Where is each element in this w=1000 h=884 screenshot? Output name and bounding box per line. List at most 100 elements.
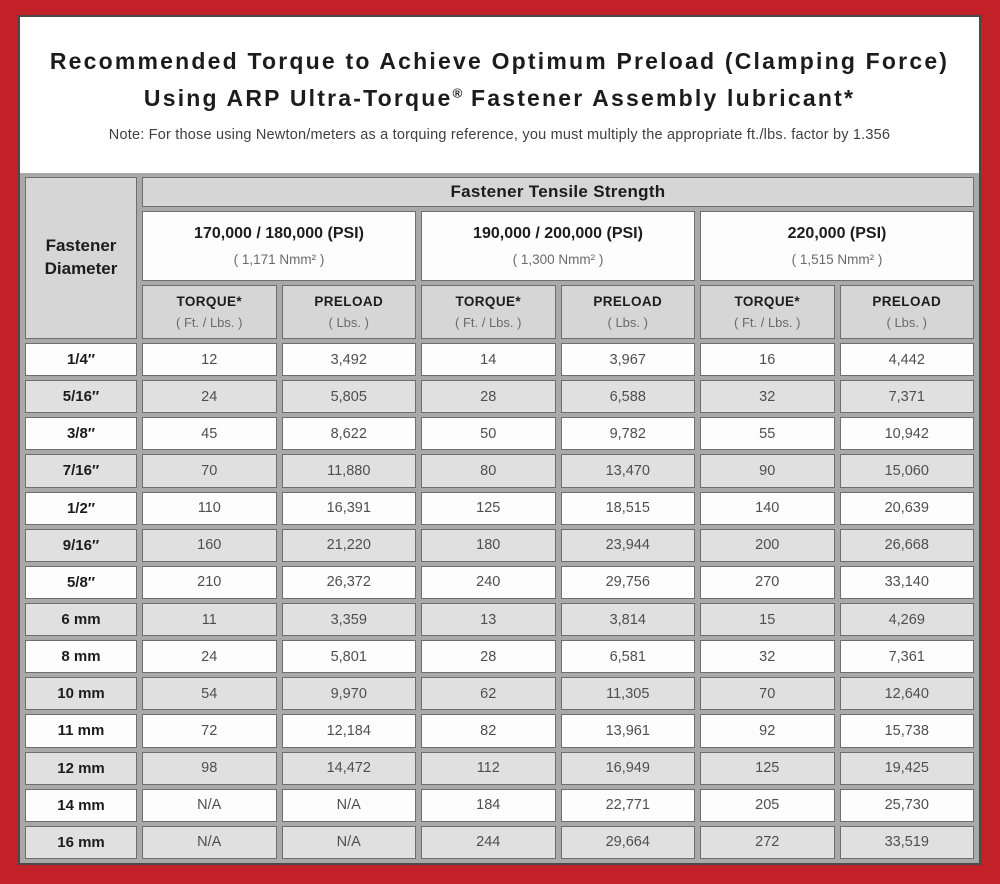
value-cell: 18,515 bbox=[560, 491, 695, 525]
value-cell: 15,738 bbox=[839, 714, 974, 748]
value-cell: 24 bbox=[142, 640, 277, 674]
value-cell: 26,668 bbox=[839, 528, 974, 562]
diameter-cell: 1/2″ bbox=[25, 491, 137, 525]
value-cell: 29,756 bbox=[560, 565, 695, 599]
table-area: Fastener Diameter Fastener Tensile Stren… bbox=[20, 173, 979, 863]
value-cell: 29,664 bbox=[560, 825, 695, 859]
value-cell: 125 bbox=[421, 491, 556, 525]
value-cell: 13 bbox=[421, 602, 556, 637]
psi-rating: 170,000 / 180,000 (PSI) bbox=[194, 225, 364, 242]
fastener-diameter-header: Fastener Diameter bbox=[25, 177, 137, 339]
value-cell: 6,581 bbox=[560, 640, 695, 674]
value-cell: 28 bbox=[421, 640, 556, 674]
table-row: 14 mm N/A N/A 184 22,771 205 25,730 bbox=[25, 788, 974, 822]
value-cell: 50 bbox=[421, 417, 556, 451]
value-cell: 125 bbox=[700, 751, 835, 785]
value-cell: 22,771 bbox=[560, 788, 695, 822]
value-cell: 180 bbox=[421, 528, 556, 562]
value-cell: 10,942 bbox=[839, 417, 974, 451]
psi-rating: 220,000 (PSI) bbox=[787, 225, 887, 242]
table-row: 3/8″ 45 8,622 50 9,782 55 10,942 bbox=[25, 417, 974, 451]
table-row: 9/16″ 160 21,220 180 23,944 200 26,668 bbox=[25, 528, 974, 562]
diameter-cell: 7/16″ bbox=[25, 454, 137, 488]
value-cell: 20,639 bbox=[839, 491, 974, 525]
value-cell: 70 bbox=[700, 677, 835, 711]
value-cell: 70 bbox=[142, 454, 277, 488]
value-cell: 90 bbox=[700, 454, 835, 488]
table-row: 6 mm 11 3,359 13 3,814 15 4,269 bbox=[25, 602, 974, 637]
value-cell: 3,359 bbox=[281, 602, 416, 637]
value-cell: 24 bbox=[142, 380, 277, 414]
value-cell: 62 bbox=[421, 677, 556, 711]
table-row: 1/2″ 110 16,391 125 18,515 140 20,639 bbox=[25, 491, 974, 525]
value-cell: 4,442 bbox=[839, 343, 974, 377]
value-cell: 98 bbox=[142, 751, 277, 785]
value-cell: 140 bbox=[700, 491, 835, 525]
value-cell: 80 bbox=[421, 454, 556, 488]
value-cell: 240 bbox=[421, 565, 556, 599]
value-cell: 33,519 bbox=[839, 825, 974, 859]
title-line1: Recommended Torque to Achieve Optimum Pr… bbox=[49, 48, 950, 74]
diameter-cell: 8 mm bbox=[25, 640, 137, 674]
table-row: 16 mm N/A N/A 244 29,664 272 33,519 bbox=[25, 825, 974, 859]
value-cell: 32 bbox=[700, 380, 835, 414]
value-cell: 12,640 bbox=[839, 677, 974, 711]
value-cell: 110 bbox=[142, 491, 277, 525]
value-cell: 5,801 bbox=[281, 640, 416, 674]
value-cell: 82 bbox=[421, 714, 556, 748]
value-cell: 13,961 bbox=[560, 714, 695, 748]
value-cell: N/A bbox=[281, 788, 416, 822]
value-cell: 92 bbox=[700, 714, 835, 748]
value-cell: 21,220 bbox=[281, 528, 416, 562]
diameter-cell: 6 mm bbox=[25, 602, 137, 637]
torque-header-1: TORQUE* ( Ft. / Lbs. ) bbox=[142, 285, 277, 339]
content-frame: Recommended Torque to Achieve Optimum Pr… bbox=[18, 15, 981, 865]
diameter-cell: 14 mm bbox=[25, 788, 137, 822]
value-cell: 160 bbox=[142, 528, 277, 562]
table-row: 1/4″ 12 3,492 14 3,967 16 4,442 bbox=[25, 343, 974, 377]
diameter-cell: 16 mm bbox=[25, 825, 137, 859]
preload-header-1: PRELOAD ( Lbs. ) bbox=[281, 285, 416, 339]
value-cell: 210 bbox=[142, 565, 277, 599]
value-cell: 3,967 bbox=[560, 343, 695, 377]
value-cell: N/A bbox=[281, 825, 416, 859]
value-cell: 205 bbox=[700, 788, 835, 822]
strength-header-row: Fastener Diameter Fastener Tensile Stren… bbox=[25, 177, 974, 339]
value-cell: 16,391 bbox=[281, 491, 416, 525]
value-cell: 9,782 bbox=[560, 417, 695, 451]
psi-group-row: 170,000 / 180,000 (PSI) ( 1,171 Nmm² ) 1… bbox=[25, 211, 974, 281]
value-cell: 28 bbox=[421, 380, 556, 414]
value-cell: 3,814 bbox=[560, 602, 695, 637]
value-cell: 4,269 bbox=[839, 602, 974, 637]
registered-trademark-symbol: ® bbox=[452, 85, 463, 101]
value-cell: 15,060 bbox=[839, 454, 974, 488]
table-row: 12 mm 98 14,472 112 16,949 125 19,425 bbox=[25, 751, 974, 785]
diameter-cell: 9/16″ bbox=[25, 528, 137, 562]
value-cell: 270 bbox=[700, 565, 835, 599]
value-cell: 7,361 bbox=[839, 640, 974, 674]
value-cell: 19,425 bbox=[839, 751, 974, 785]
nmm-rating: ( 1,515 Nmm² ) bbox=[791, 252, 883, 267]
torque-table: Fastener Diameter Fastener Tensile Stren… bbox=[20, 173, 979, 863]
title-area: Recommended Torque to Achieve Optimum Pr… bbox=[20, 17, 979, 173]
value-cell: 272 bbox=[700, 825, 835, 859]
value-cell: 5,805 bbox=[281, 380, 416, 414]
value-cell: 54 bbox=[142, 677, 277, 711]
nmm-rating: ( 1,300 Nmm² ) bbox=[512, 252, 604, 267]
value-cell: 72 bbox=[142, 714, 277, 748]
value-cell: 16,949 bbox=[560, 751, 695, 785]
table-row: 5/16″ 24 5,805 28 6,588 32 7,371 bbox=[25, 380, 974, 414]
value-cell: 112 bbox=[421, 751, 556, 785]
value-cell: 15 bbox=[700, 602, 835, 637]
value-cell: 45 bbox=[142, 417, 277, 451]
subheader-row: TORQUE* ( Ft. / Lbs. ) PRELOAD ( Lbs. ) … bbox=[25, 285, 974, 339]
value-cell: 12 bbox=[142, 343, 277, 377]
value-cell: 14,472 bbox=[281, 751, 416, 785]
value-cell: 200 bbox=[700, 528, 835, 562]
value-cell: 23,944 bbox=[560, 528, 695, 562]
value-cell: 16 bbox=[700, 343, 835, 377]
value-cell: N/A bbox=[142, 788, 277, 822]
value-cell: 12,184 bbox=[281, 714, 416, 748]
value-cell: 11,880 bbox=[281, 454, 416, 488]
